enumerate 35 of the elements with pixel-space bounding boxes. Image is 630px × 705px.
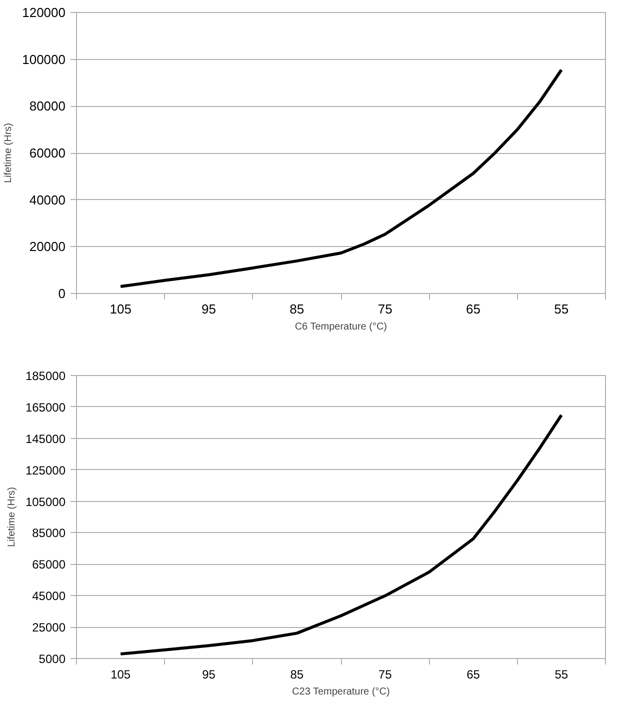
x-tick-label: 65 <box>466 302 480 316</box>
y-axis-title: Lifetime (Hrs) <box>3 122 14 183</box>
x-tick-label: 55 <box>554 302 569 316</box>
y-tick-label: 85000 <box>32 526 66 540</box>
y-tick-label: 165000 <box>25 400 66 414</box>
y-tick-label: 105000 <box>25 494 66 509</box>
y-tick-label: 145000 <box>25 432 66 446</box>
y-tick-label: 25000 <box>32 620 66 635</box>
y-tick-label: 5000 <box>38 652 66 666</box>
y-tick-label: 125000 <box>25 463 66 478</box>
y-tick-label: 20000 <box>29 239 66 254</box>
x-tick-label: 95 <box>202 668 216 682</box>
y-tick-label: 80000 <box>29 98 66 114</box>
y-tick-label: 65000 <box>32 558 66 572</box>
y-tick-label: 0 <box>58 286 66 301</box>
y-tick-label: 40000 <box>29 192 66 208</box>
y-tick-label: 185000 <box>25 369 66 383</box>
x-tick-label: 85 <box>290 668 304 682</box>
x-tick-label: 55 <box>554 668 568 682</box>
x-axis-title: C6 Temperature (°C) <box>294 322 388 332</box>
y-tick-label: 100000 <box>22 52 66 67</box>
x-tick-label: 105 <box>110 668 131 682</box>
line-series <box>119 68 563 288</box>
y-tick-label: 120000 <box>22 5 66 20</box>
y-axis-title: Lifetime (Hrs) <box>6 486 18 547</box>
x-tick-label: 75 <box>378 668 392 682</box>
x-tick-label: 95 <box>202 302 216 316</box>
x-tick-label: 105 <box>110 302 132 316</box>
y-tick-label: 60000 <box>29 146 66 160</box>
y-tick-label: 45000 <box>32 589 66 604</box>
x-tick-label: 85 <box>290 302 304 316</box>
x-tick-label: 75 <box>378 302 392 316</box>
line-series <box>119 414 563 656</box>
x-tick-label: 65 <box>466 668 480 682</box>
x-axis-title: C23 Temperature (°C) <box>292 686 390 698</box>
